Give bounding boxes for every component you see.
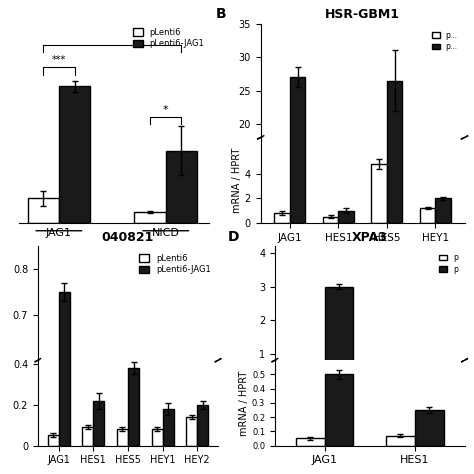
Bar bbox=[166, 151, 197, 223]
Bar bbox=[371, 164, 387, 223]
Bar bbox=[27, 198, 59, 223]
Bar bbox=[420, 208, 436, 223]
Legend: p, p: p, p bbox=[436, 250, 461, 277]
Bar bbox=[59, 86, 90, 223]
Y-axis label: mRNA / HPRT: mRNA / HPRT bbox=[239, 370, 249, 436]
Title: HSR-GBM1: HSR-GBM1 bbox=[325, 8, 400, 21]
Bar bbox=[274, 213, 290, 223]
Title: XPA3: XPA3 bbox=[352, 231, 388, 244]
Bar bbox=[387, 0, 402, 223]
Bar bbox=[290, 0, 305, 223]
Bar bbox=[128, 368, 139, 446]
Bar bbox=[415, 410, 444, 446]
Bar bbox=[93, 401, 104, 446]
Bar bbox=[152, 429, 163, 446]
Bar bbox=[197, 405, 209, 446]
Bar bbox=[371, 226, 387, 258]
Bar bbox=[387, 81, 402, 258]
Bar bbox=[338, 210, 354, 223]
Bar bbox=[59, 293, 70, 446]
Legend: p..., p...: p..., p... bbox=[429, 27, 461, 54]
Bar bbox=[338, 251, 354, 258]
Bar bbox=[128, 460, 139, 474]
Bar bbox=[117, 429, 128, 446]
Bar bbox=[82, 427, 93, 446]
Bar bbox=[290, 77, 305, 258]
Bar bbox=[325, 287, 354, 387]
Bar bbox=[186, 417, 197, 446]
Bar bbox=[47, 436, 59, 446]
Bar bbox=[296, 385, 325, 387]
Bar bbox=[325, 374, 354, 446]
Bar bbox=[296, 438, 325, 446]
Bar bbox=[163, 409, 173, 446]
Bar bbox=[386, 436, 415, 446]
Title: 040821: 040821 bbox=[102, 231, 154, 244]
Bar bbox=[436, 199, 451, 223]
Bar bbox=[420, 250, 436, 258]
Bar bbox=[323, 255, 338, 258]
Bar bbox=[436, 245, 451, 258]
Text: D: D bbox=[228, 230, 239, 244]
Bar bbox=[135, 212, 166, 223]
Bar bbox=[386, 385, 415, 387]
Text: *: * bbox=[163, 105, 169, 115]
Legend: pLenti6, pLenti6-JAG1: pLenti6, pLenti6-JAG1 bbox=[136, 251, 214, 278]
Text: B: B bbox=[216, 7, 227, 21]
Y-axis label: mRNA / HPRT: mRNA / HPRT bbox=[232, 147, 242, 213]
Bar bbox=[323, 217, 338, 223]
Bar bbox=[274, 253, 290, 258]
Legend: pLenti6, pLenti6-JAG1: pLenti6, pLenti6-JAG1 bbox=[130, 25, 208, 52]
Bar bbox=[415, 379, 444, 387]
Bar bbox=[59, 292, 70, 474]
Text: ***: *** bbox=[52, 55, 66, 65]
